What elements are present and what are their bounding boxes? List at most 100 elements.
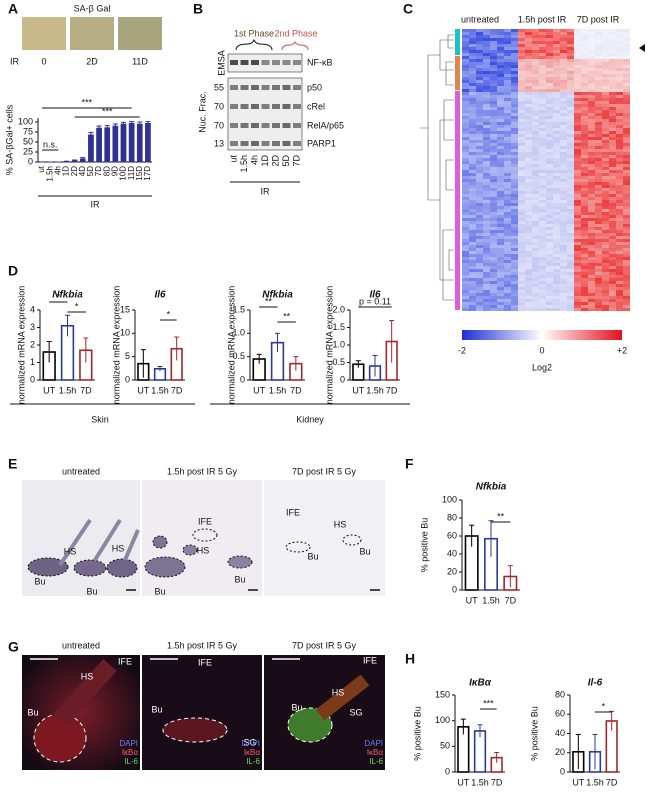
heatmap-cell xyxy=(567,38,574,41)
heatmap-cell xyxy=(462,35,469,38)
heatmap-cell xyxy=(616,176,623,179)
heatmap-cell xyxy=(595,206,602,209)
heatmap-cell xyxy=(546,206,553,209)
heatmap-cell xyxy=(609,80,616,83)
heatmap-cell xyxy=(581,299,588,302)
heatmap-cell xyxy=(567,170,574,173)
heatmap-cell xyxy=(511,89,518,92)
heatmap-cell xyxy=(525,71,532,74)
heatmap-cell xyxy=(490,239,497,242)
heatmap-cell xyxy=(616,161,623,164)
heatmap-cell xyxy=(616,95,623,98)
heatmap-cell xyxy=(462,206,469,209)
heatmap-cell xyxy=(504,98,511,101)
heatmap-cell xyxy=(623,305,630,308)
heatmap-cell xyxy=(567,92,574,95)
heatmap-cell xyxy=(525,215,532,218)
heatmap-cell xyxy=(497,68,504,71)
heatmap-cell xyxy=(532,176,539,179)
heatmap-cell xyxy=(616,296,623,299)
heatmap-cell xyxy=(602,206,609,209)
heatmap-cell xyxy=(553,170,560,173)
heatmap-cell xyxy=(532,299,539,302)
heatmap-cell xyxy=(595,260,602,263)
heatmap-cell xyxy=(595,281,602,284)
heatmap-cell xyxy=(581,104,588,107)
heatmap-cell xyxy=(609,41,616,44)
y-axis-label: % SA-βGal+ cells xyxy=(4,104,14,175)
phase-brace xyxy=(235,38,273,51)
heatmap-cell xyxy=(574,41,581,44)
heatmap-cell xyxy=(532,80,539,83)
heatmap-cell xyxy=(525,149,532,152)
heatmap-cell xyxy=(581,200,588,203)
heatmap-cell xyxy=(553,242,560,245)
heatmap-cell xyxy=(602,98,609,101)
heatmap-cell xyxy=(602,200,609,203)
heatmap-cell xyxy=(504,248,511,251)
heatmap-cell xyxy=(588,110,595,113)
heatmap-cell xyxy=(511,194,518,197)
section-label: EMSA xyxy=(216,50,226,76)
y-tick-label: 20 xyxy=(555,747,565,757)
heatmap-cell xyxy=(518,68,525,71)
heatmap-cell xyxy=(490,173,497,176)
heatmap-cell xyxy=(588,278,595,281)
heatmap-cell xyxy=(588,236,595,239)
heatmap-cell xyxy=(518,242,525,245)
heatmap-cell xyxy=(469,125,476,128)
channel-label: IL-6 xyxy=(124,757,138,766)
heatmap-cell xyxy=(595,218,602,221)
heatmap-cell xyxy=(518,161,525,164)
heatmap-cell xyxy=(574,293,581,296)
heatmap-cell xyxy=(546,173,553,176)
heatmap-cell xyxy=(623,245,630,248)
heatmap-cell xyxy=(469,86,476,89)
heatmap-cell xyxy=(581,257,588,260)
heatmap-cell xyxy=(616,242,623,245)
heatmap-cell xyxy=(462,308,469,311)
heatmap-cell xyxy=(588,218,595,221)
heatmap-cell xyxy=(616,89,623,92)
heatmap-cell xyxy=(602,62,609,65)
heatmap-cell xyxy=(623,68,630,71)
heatmap-cell xyxy=(553,173,560,176)
image-annotation: Bu xyxy=(359,546,370,556)
heatmap-cell xyxy=(518,47,525,50)
heatmap-cell xyxy=(609,71,616,74)
heatmap-cell xyxy=(504,29,511,32)
heatmap-cell xyxy=(560,302,567,305)
heatmap-cell xyxy=(623,218,630,221)
heatmap-cell xyxy=(539,242,546,245)
heatmap-cell xyxy=(518,230,525,233)
heatmap-cell xyxy=(616,209,623,212)
heatmap-cell xyxy=(553,125,560,128)
heatmap-cell xyxy=(476,125,483,128)
heatmap-cell xyxy=(574,83,581,86)
heatmap-cell xyxy=(560,269,567,272)
heatmap-cell xyxy=(525,254,532,257)
heatmap-cell xyxy=(504,239,511,242)
heatmap-cell xyxy=(560,131,567,134)
heatmap-cell xyxy=(469,239,476,242)
heatmap-cell xyxy=(462,56,469,59)
heatmap-cell xyxy=(511,158,518,161)
heatmap-cell xyxy=(497,176,504,179)
heatmap-cell xyxy=(581,167,588,170)
heatmap-cell xyxy=(469,68,476,71)
heatmap-cell xyxy=(560,80,567,83)
heatmap-cell xyxy=(595,233,602,236)
heatmap-cell xyxy=(623,80,630,83)
heatmap-cell xyxy=(553,284,560,287)
heatmap-cell xyxy=(483,203,490,206)
heatmap-cell xyxy=(504,284,511,287)
heatmap-cell xyxy=(462,98,469,101)
x-tick-label: 4D xyxy=(78,166,87,176)
heatmap-cell xyxy=(581,149,588,152)
heatmap-cell xyxy=(616,275,623,278)
heatmap-cell xyxy=(497,110,504,113)
heatmap-cell xyxy=(511,275,518,278)
heatmap-cell xyxy=(567,152,574,155)
heatmap-cell xyxy=(490,200,497,203)
heatmap-cell xyxy=(609,242,616,245)
